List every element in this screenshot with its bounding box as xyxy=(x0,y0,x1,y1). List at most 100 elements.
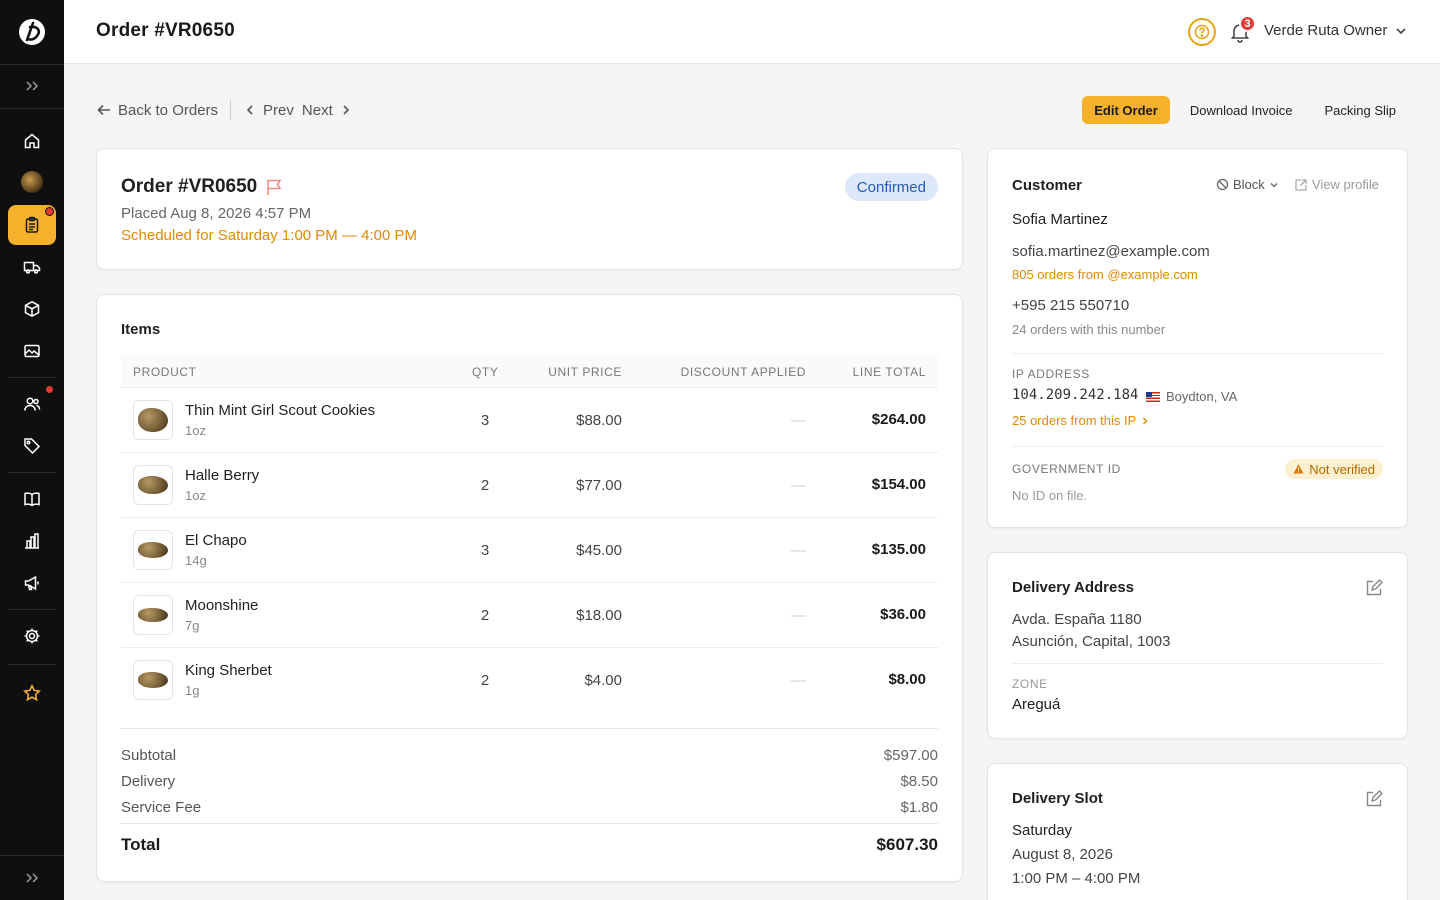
unit-price: $18.00 xyxy=(576,607,622,624)
sidebar-item-home[interactable] xyxy=(8,121,56,161)
ip-orders-link[interactable]: 25 orders from this IP xyxy=(1012,413,1150,428)
discount-applied: — xyxy=(791,607,806,624)
table-row[interactable]: King Sherbet 1g 2 $4.00 — $8.00 xyxy=(121,648,938,713)
chevron-right-icon xyxy=(1143,417,1148,424)
toolbar-divider xyxy=(230,100,232,120)
product-size: 7g xyxy=(185,618,200,633)
edit-order-button[interactable]: Edit Order xyxy=(1082,96,1170,124)
subtotal-row: Subtotal $597.00 xyxy=(121,747,938,764)
customer-email[interactable]: sofia.martinez@example.com xyxy=(1012,243,1210,260)
sidebar-divider xyxy=(0,855,64,856)
block-label: Block xyxy=(1233,177,1265,192)
line-total: $135.00 xyxy=(871,541,926,558)
user-menu-label[interactable]: Verde Ruta Owner xyxy=(1264,22,1388,39)
app-logo-icon[interactable] xyxy=(18,18,46,46)
items-title: Items xyxy=(121,321,161,338)
sidebar-item-catalog[interactable] xyxy=(8,479,56,519)
slot-time: 1:00 PM – 4:00 PM xyxy=(1012,870,1141,887)
product-thumbnail xyxy=(133,660,173,700)
total-label: Total xyxy=(121,835,161,854)
subtotal-label: Subtotal xyxy=(121,747,177,764)
table-row[interactable]: Moonshine 7g 2 $18.00 — $36.00 xyxy=(121,583,938,648)
product-thumbnail xyxy=(133,595,173,635)
table-row[interactable]: Halle Berry 1oz 2 $77.00 — $154.00 xyxy=(121,453,938,518)
slot-day: Saturday xyxy=(1012,822,1073,839)
orders-alert-dot xyxy=(45,207,54,216)
total-value: $607.30 xyxy=(876,835,938,854)
chevron-left-icon xyxy=(246,105,253,115)
chevrons-right-icon xyxy=(26,81,39,91)
sidebar-item-customers[interactable] xyxy=(8,384,56,424)
product-qty: 2 xyxy=(480,672,490,689)
product-name[interactable]: Halle Berry xyxy=(185,467,260,484)
sidebar-item-marketing[interactable] xyxy=(8,563,56,603)
product-size: 1oz xyxy=(185,488,206,503)
sidebar-divider xyxy=(8,472,56,473)
download-invoice-button[interactable]: Download Invoice xyxy=(1189,102,1293,118)
sidebar xyxy=(0,0,64,900)
sidebar-divider xyxy=(0,108,64,109)
sidebar-item-settings[interactable] xyxy=(8,616,56,656)
sidebar-collapse-button[interactable] xyxy=(8,858,56,898)
customers-alert-dot xyxy=(45,385,54,394)
order-actions: Edit Order Download Invoice Packing Slip xyxy=(1082,96,1408,124)
warning-icon xyxy=(1293,464,1304,474)
col-product: PRODUCT xyxy=(133,365,197,379)
sidebar-item-products[interactable] xyxy=(8,289,56,329)
summary-divider xyxy=(121,728,938,729)
items-card: Items PRODUCT QTY UNIT PRICE DISCOUNT AP… xyxy=(96,294,963,882)
sidebar-item-store[interactable] xyxy=(8,162,56,202)
email-orders-link[interactable]: 805 orders from @example.com xyxy=(1012,267,1198,282)
sidebar-item-delivery[interactable] xyxy=(8,247,56,287)
prev-order-button[interactable]: Prev xyxy=(243,102,294,119)
sidebar-divider xyxy=(0,64,64,65)
order-navigation: Back to Orders Prev Next xyxy=(96,100,353,120)
discount-applied: — xyxy=(791,672,806,689)
table-row[interactable]: El Chapo 14g 3 $45.00 — $135.00 xyxy=(121,518,938,583)
order-title-text: Order #VR0650 xyxy=(121,176,258,197)
product-name[interactable]: King Sherbet xyxy=(185,662,272,679)
product-thumbnail xyxy=(133,400,173,440)
chevron-down-icon[interactable] xyxy=(1394,24,1408,38)
product-size: 14g xyxy=(185,553,207,568)
chevrons-right-icon xyxy=(26,873,39,883)
sidebar-item-media[interactable] xyxy=(8,331,56,371)
delivery-address-card: Delivery Address Avda. España 1180 Asunc… xyxy=(987,552,1408,739)
image-icon xyxy=(24,344,40,358)
edit-icon[interactable] xyxy=(1365,579,1383,597)
notification-badge: 3 xyxy=(1239,15,1256,32)
back-to-orders-link[interactable]: Back to Orders xyxy=(96,102,218,119)
chevron-right-icon xyxy=(343,105,349,115)
discount-applied: — xyxy=(791,477,806,494)
ip-address-value: 104.209.242.184 xyxy=(1012,387,1139,403)
delivery-value: $8.50 xyxy=(900,773,938,790)
home-icon xyxy=(24,133,40,149)
discount-applied: — xyxy=(791,542,806,559)
product-name[interactable]: Thin Mint Girl Scout Cookies xyxy=(185,402,376,419)
sidebar-item-analytics[interactable] xyxy=(8,521,56,561)
table-row[interactable]: Thin Mint Girl Scout Cookies 1oz 3 $88.0… xyxy=(121,388,938,453)
edit-icon[interactable] xyxy=(1365,790,1383,808)
product-thumbnail xyxy=(133,465,173,505)
view-profile-link[interactable]: View profile xyxy=(1294,177,1379,192)
question-icon xyxy=(1194,24,1210,40)
block-customer-button[interactable]: Block xyxy=(1216,177,1279,192)
items-table-header: PRODUCT QTY UNIT PRICE DISCOUNT APPLIED … xyxy=(121,355,938,388)
sidebar-expand-button[interactable] xyxy=(8,66,56,106)
slot-date: August 8, 2026 xyxy=(1012,846,1113,863)
unit-price: $77.00 xyxy=(576,477,622,494)
customer-card: Customer Block View profile Sofia Martin… xyxy=(987,148,1408,528)
customer-phone[interactable]: +595 215 550710 xyxy=(1012,297,1130,314)
product-name[interactable]: Moonshine xyxy=(185,597,259,614)
government-id-note: No ID on file. xyxy=(1012,488,1088,503)
help-button[interactable] xyxy=(1188,18,1216,46)
address-line-2: Asunción, Capital, 1003 xyxy=(1012,633,1171,650)
box-icon xyxy=(24,300,40,318)
next-order-button[interactable]: Next xyxy=(302,102,353,119)
product-name[interactable]: El Chapo xyxy=(185,532,247,549)
sidebar-item-promotions[interactable] xyxy=(8,426,56,466)
flag-icon[interactable] xyxy=(265,178,285,196)
order-schedule: Scheduled for Saturday 1:00 PM — 4:00 PM xyxy=(121,227,417,244)
packing-slip-button[interactable]: Packing Slip xyxy=(1324,102,1396,118)
sidebar-item-favorites[interactable] xyxy=(8,673,56,713)
